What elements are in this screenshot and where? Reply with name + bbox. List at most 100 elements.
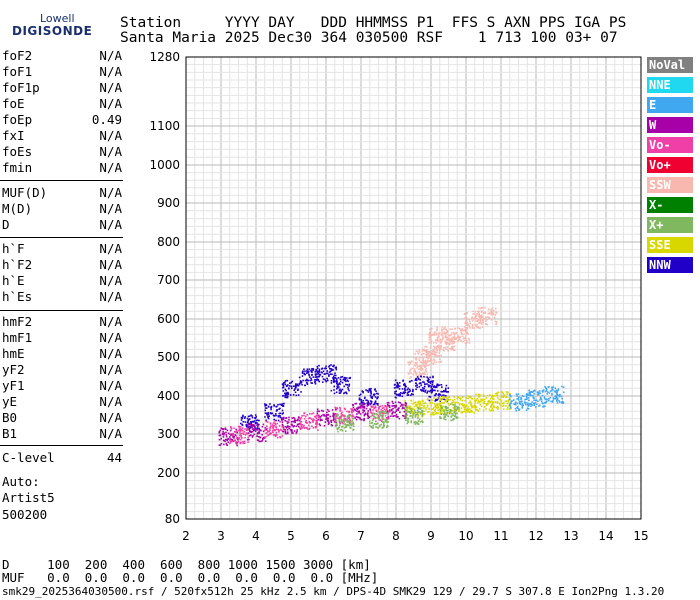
data-point <box>473 327 475 329</box>
data-point <box>335 382 338 385</box>
data-point <box>405 403 407 405</box>
data-point <box>493 316 496 319</box>
data-point <box>371 414 374 417</box>
param-name: B1 <box>2 426 18 441</box>
legend-item-vo-: Vo- <box>647 137 693 153</box>
data-point <box>264 409 267 412</box>
data-point <box>443 331 445 334</box>
data-point <box>302 379 304 382</box>
data-point <box>455 405 458 408</box>
data-point <box>429 381 432 383</box>
data-point <box>434 350 436 353</box>
data-point <box>414 353 416 355</box>
data-point <box>406 392 409 394</box>
data-point <box>316 378 319 381</box>
data-point <box>321 367 324 370</box>
data-point <box>306 422 308 424</box>
data-point <box>502 396 505 398</box>
data-point <box>339 388 341 391</box>
legend-item-sse: SSE <box>647 237 693 253</box>
data-point <box>316 419 319 421</box>
data-point <box>440 406 443 409</box>
data-point <box>445 328 448 331</box>
data-point <box>304 427 307 429</box>
data-point <box>435 392 437 395</box>
data-point <box>220 442 223 445</box>
param-fxi: fxI N/A <box>2 128 122 144</box>
data-point <box>423 407 425 410</box>
data-point <box>330 368 333 370</box>
data-point <box>530 405 532 408</box>
data-point <box>311 425 313 428</box>
data-point <box>253 424 255 427</box>
data-point <box>554 387 557 390</box>
data-point <box>464 326 466 328</box>
header-row-2: Santa Maria 2025 Dec30 364 030500 RSF 1 … <box>120 30 618 46</box>
data-point <box>484 306 486 309</box>
data-point <box>306 378 308 381</box>
data-point <box>267 431 269 433</box>
data-point <box>282 426 285 429</box>
data-point <box>289 428 292 431</box>
data-point <box>464 399 466 402</box>
data-point <box>488 408 491 411</box>
data-point <box>377 393 379 395</box>
data-point <box>314 370 317 373</box>
data-point <box>282 387 284 389</box>
data-point <box>243 440 246 443</box>
data-point <box>449 341 451 344</box>
data-point <box>335 422 338 425</box>
data-point <box>252 435 254 437</box>
data-point <box>544 390 547 393</box>
data-point <box>443 409 446 411</box>
data-point <box>291 432 293 434</box>
data-point <box>558 400 560 402</box>
data-point <box>490 318 493 321</box>
data-point <box>411 407 413 410</box>
data-point <box>527 397 530 399</box>
data-point <box>272 414 275 417</box>
data-point <box>468 401 470 404</box>
data-point <box>346 419 348 422</box>
data-point <box>458 403 461 405</box>
data-point <box>364 412 367 415</box>
data-point <box>405 419 407 421</box>
data-point <box>363 414 366 417</box>
data-point <box>335 415 337 417</box>
data-point <box>416 423 418 425</box>
data-point <box>368 389 370 392</box>
data-point <box>284 392 286 395</box>
data-point <box>236 441 239 444</box>
data-point <box>310 379 313 381</box>
data-point <box>481 326 484 328</box>
data-point <box>415 378 417 380</box>
data-point <box>363 418 365 421</box>
data-point <box>429 341 432 343</box>
data-point <box>265 427 267 430</box>
data-point <box>288 387 290 389</box>
data-point <box>270 425 272 427</box>
data-point <box>232 432 235 435</box>
data-point <box>401 388 404 390</box>
data-point <box>456 412 458 415</box>
data-point <box>428 364 431 366</box>
param-value: N/A <box>99 80 122 95</box>
data-point <box>466 331 468 334</box>
data-point <box>402 391 405 394</box>
data-point <box>431 390 434 393</box>
data-point <box>351 409 353 412</box>
data-point <box>375 423 377 426</box>
data-point <box>235 441 238 443</box>
data-point <box>432 362 435 365</box>
data-point <box>279 403 281 406</box>
data-point <box>314 382 317 385</box>
data-point <box>343 421 345 423</box>
data-point <box>222 433 224 436</box>
data-point <box>256 422 258 424</box>
data-point <box>406 407 409 410</box>
data-point <box>333 421 336 423</box>
data-point <box>556 397 559 399</box>
data-point <box>492 310 494 313</box>
data-point <box>460 397 462 400</box>
data-point <box>405 410 407 413</box>
